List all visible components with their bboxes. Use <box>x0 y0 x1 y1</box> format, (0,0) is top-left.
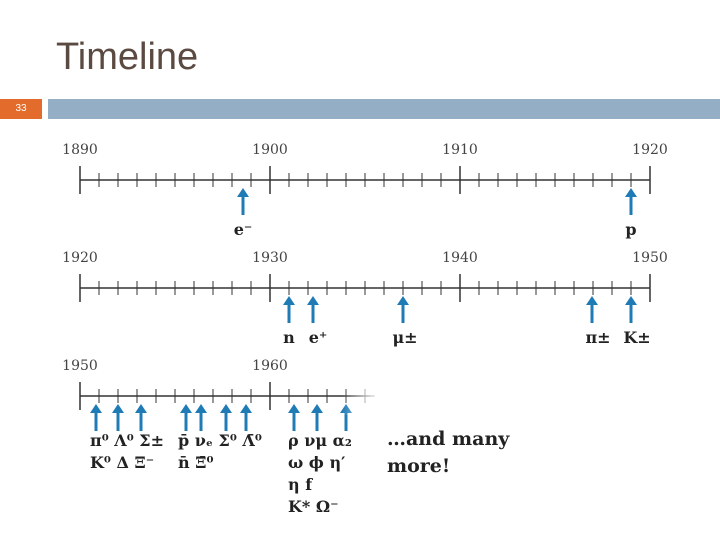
year-label: 1930 <box>252 250 288 266</box>
year-label: 1900 <box>252 142 288 158</box>
arrow-head <box>237 188 249 197</box>
particle-label: K* Ω⁻ <box>288 497 339 516</box>
note-text: …and many <box>387 428 510 450</box>
year-label: 1910 <box>442 142 478 158</box>
year-label: 1920 <box>632 142 668 158</box>
particle-label: K⁰ Δ Ξ⁻ <box>90 453 154 472</box>
particle-label: π⁰ Λ⁰ Σ± <box>90 431 164 450</box>
year-label: 1960 <box>252 358 288 374</box>
particle-label: p <box>625 220 636 239</box>
header-bar <box>48 99 720 119</box>
particle-label: e⁺ <box>309 328 328 347</box>
slide-number: 33 <box>0 99 42 119</box>
arrow-head <box>625 296 637 305</box>
arrow-head <box>586 296 598 305</box>
particle-label: η f <box>288 475 313 494</box>
particle-label: n <box>283 328 295 347</box>
arrow-head <box>307 296 319 305</box>
arrow-head <box>283 296 295 305</box>
year-label: 1940 <box>442 250 478 266</box>
particle-label: K± <box>623 328 650 347</box>
particle-label: e⁻ <box>234 220 253 239</box>
particle-label: μ± <box>392 328 417 347</box>
particle-label: ω ϕ η′ <box>288 453 345 472</box>
year-label: 1950 <box>62 358 98 374</box>
year-label: 1920 <box>62 250 98 266</box>
particle-label: ρ νμ α₂ <box>288 431 352 450</box>
particle-label: π± <box>585 328 610 347</box>
note-text: more! <box>387 455 450 477</box>
fade-overlay <box>0 375 380 415</box>
particle-label: n̄ Ξ̄⁰ <box>178 453 213 472</box>
arrow-head <box>397 296 409 305</box>
arrow-head <box>625 188 637 197</box>
year-label: 1890 <box>62 142 98 158</box>
slide-title: Timeline <box>56 36 199 78</box>
year-label: 1950 <box>632 250 668 266</box>
particle-label: p̄ νₑ Σ⁰ Λ̄⁰ <box>178 431 262 450</box>
